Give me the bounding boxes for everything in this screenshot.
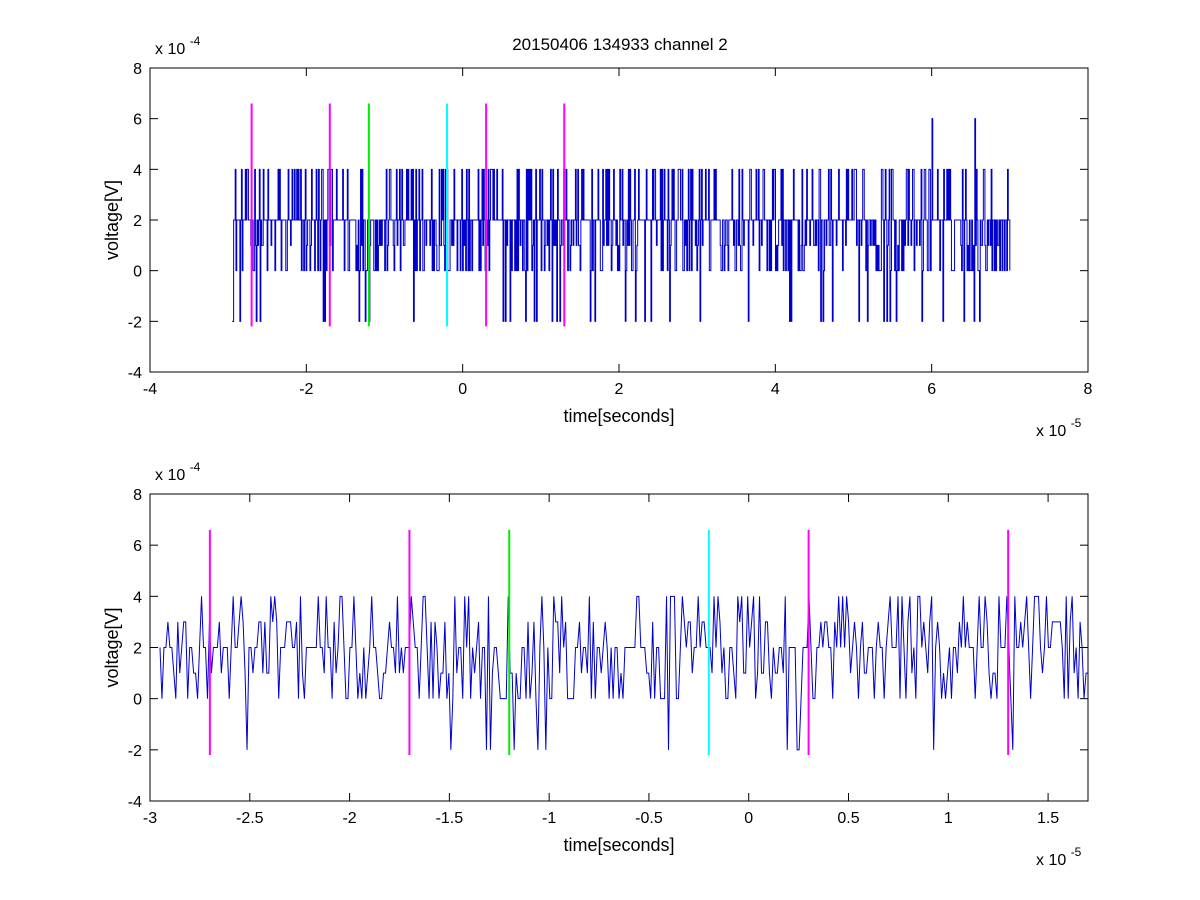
x-tick-label: 8: [1084, 381, 1093, 398]
x-tick-label: -1.5: [436, 810, 464, 827]
x-tick-label: 0: [744, 810, 753, 827]
y-tick-label: 6: [133, 538, 142, 555]
y-tick-label: 0: [133, 264, 142, 281]
y-tick-label: -2: [128, 314, 142, 331]
y-tick-label: -4: [128, 794, 142, 811]
x-exponent-label: x 10 -5: [1036, 845, 1082, 869]
y-tick-label: 2: [133, 641, 142, 658]
x-tick-label: 4: [771, 381, 780, 398]
y-tick-label: 4: [133, 589, 142, 606]
x-exponent-power: -5: [1071, 845, 1082, 859]
signal-trace: [232, 118, 1011, 322]
y-exponent-power: -4: [190, 34, 201, 48]
x-tick-label: -3: [143, 810, 157, 827]
x-tick-label: 2: [615, 381, 624, 398]
y-tick-label: 8: [133, 487, 142, 504]
signal-trace: [159, 595, 1088, 751]
x-tick-label: -2: [299, 381, 313, 398]
x-tick-label: -2: [342, 810, 356, 827]
axes-box: [149, 493, 1089, 802]
y-tick-label: -4: [128, 365, 142, 382]
x-tick-label: -1: [542, 810, 556, 827]
figure-title: 20150406 134933 channel 2: [512, 35, 728, 54]
y-exponent-power: -4: [190, 460, 201, 474]
x-axis-label: time[seconds]: [563, 406, 674, 426]
y-exponent-label: x 10 -4: [155, 460, 201, 484]
x-tick-label: -4: [143, 381, 157, 398]
y-tick-label: -2: [128, 743, 142, 760]
y-tick-label: 2: [133, 213, 142, 230]
y-axis-label: voltage[V]: [102, 180, 122, 260]
y-tick-label: 4: [133, 162, 142, 179]
x-exponent-label: x 10 -5: [1036, 416, 1082, 440]
x-tick-label: -0.5: [635, 810, 663, 827]
x-axis-label: time[seconds]: [563, 835, 674, 855]
x-tick-label: 0: [458, 381, 467, 398]
y-axis-label: voltage[V]: [102, 607, 122, 687]
x-tick-label: -2.5: [236, 810, 264, 827]
x-tick-label: 1.5: [1037, 810, 1059, 827]
y-tick-label: 8: [133, 61, 142, 78]
x-tick-label: 0.5: [837, 810, 859, 827]
y-exponent-label: x 10 -4: [155, 34, 201, 58]
x-exponent-power: -5: [1071, 416, 1082, 430]
top-plot: -4 -2 0 2 4 6 8 -4 -2 0 2 4 6 8 time[seconds] voltage[V…: [102, 34, 1093, 440]
y-tick-label: 6: [133, 112, 142, 129]
bottom-plot: -3 -2.5 -2 -1.5 -1 -0.5 0 0.5 1 1.5 -4 -2 0 2 4 6 8 time[…: [102, 460, 1089, 869]
y-tick-label: 0: [133, 692, 142, 709]
x-tick-label: 1: [944, 810, 953, 827]
x-tick-label: 6: [927, 381, 936, 398]
